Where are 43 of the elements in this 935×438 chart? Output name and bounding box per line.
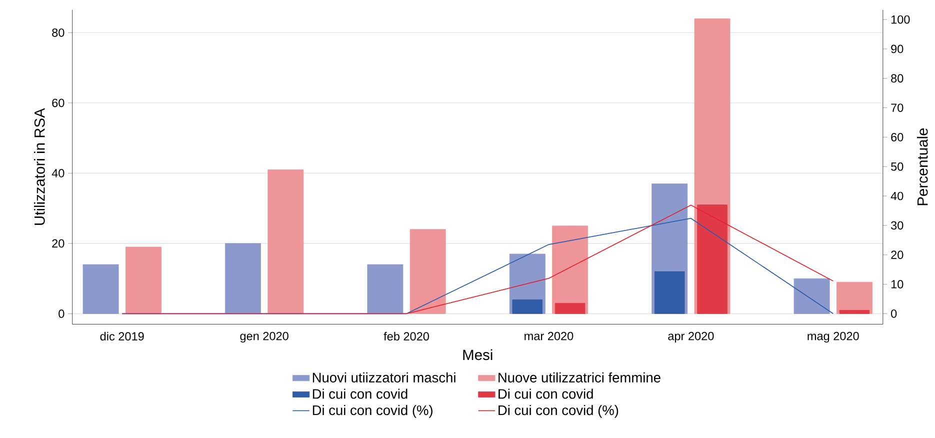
y2-tick-label: 70 [891, 104, 904, 112]
x-tick-label: mar 2020 [524, 332, 574, 340]
bar [512, 299, 543, 314]
y2-tick-label: 80 [891, 74, 904, 82]
x-tick-label: apr 2020 [668, 332, 714, 342]
bar [554, 302, 586, 314]
y-tick-label: 40 [52, 168, 64, 178]
y-tick-label: 20 [52, 239, 64, 248]
y-tick-label: 80 [52, 28, 64, 37]
legend-label: Di cui con covid [312, 388, 408, 399]
y2-tick-label: 40 [890, 192, 904, 200]
x-tick-label: dic 2019 [100, 332, 144, 340]
bar [268, 169, 304, 314]
y-axis-title: Utilizzatori in RSA [34, 108, 45, 225]
x-axis-title: Mesi [463, 349, 492, 360]
legend-label: Nuovi utiizzatori maschi [312, 372, 456, 382]
bar [697, 204, 728, 314]
y2-tick-label: 30 [891, 221, 904, 230]
x-tick-label: feb 2020 [384, 332, 429, 340]
y2-tick-label: 50 [891, 162, 904, 171]
legend-label: Di cui con covid [498, 388, 593, 399]
y-tick-label: 0 [58, 309, 64, 318]
legend-label: Di cui con covid (%) [312, 404, 432, 418]
y2-tick-label: 60 [891, 132, 904, 142]
bar [410, 229, 446, 314]
bar [654, 271, 685, 314]
bar [125, 246, 162, 314]
y2-tick-label: 20 [891, 250, 904, 259]
y2-axis-title: Percentuale [916, 128, 928, 206]
legend-label: Nuove utilizzatrici femmine [498, 372, 660, 382]
bar [82, 264, 119, 314]
bar [839, 310, 870, 314]
y2-tick-label: 90 [891, 44, 904, 54]
bar [794, 278, 830, 314]
x-tick-label: gen 2020 [240, 332, 288, 342]
bar [367, 264, 404, 314]
y2-tick-label: 100 [891, 15, 910, 24]
legend-label: Di cui con covid (%) [498, 404, 618, 418]
y2-tick-label: 10 [891, 280, 904, 288]
y-tick-label: 60 [52, 98, 64, 107]
x-tick-label: mag 2020 [808, 332, 859, 342]
y2-tick-label: 0 [891, 309, 897, 318]
bar [225, 243, 261, 314]
